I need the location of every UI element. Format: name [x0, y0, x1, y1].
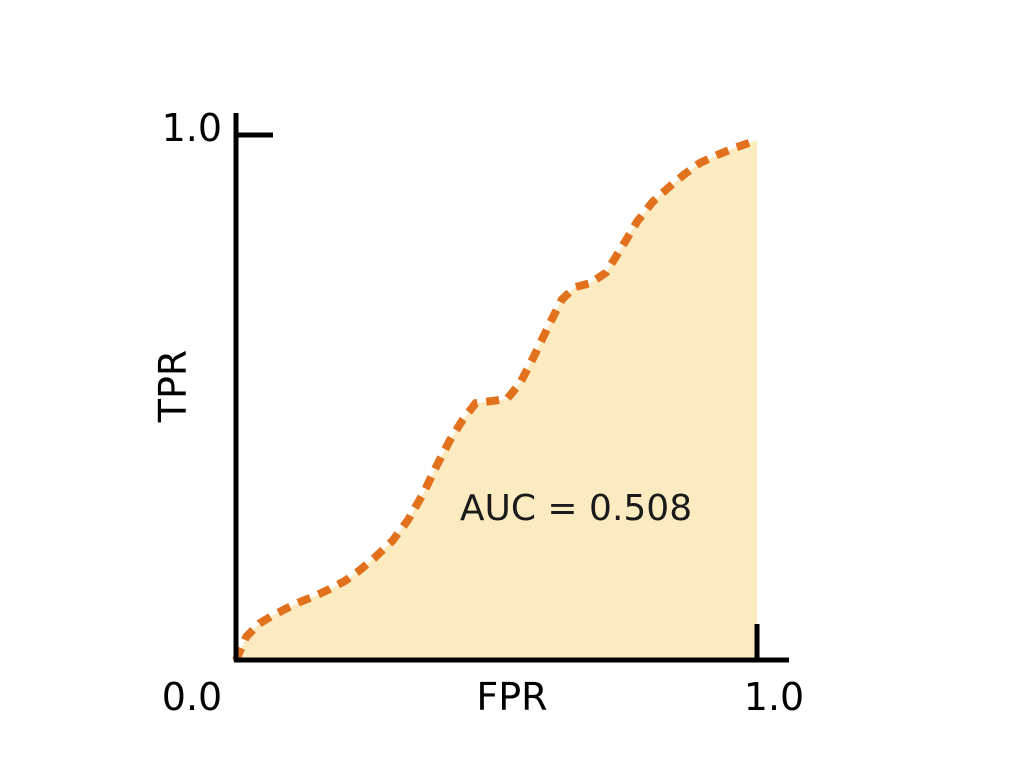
- x-axis-tick-label-left: 0.0: [162, 675, 222, 719]
- y-axis-tick-label-top: 1.0: [162, 106, 222, 150]
- x-axis-tick-label-right: 1.0: [744, 675, 804, 719]
- roc-curve-line: [232, 136, 759, 662]
- y-axis-title: TPR: [151, 350, 195, 424]
- auc-annotation-label: AUC = 0.508: [460, 488, 692, 529]
- roc-area-fill: [236, 140, 757, 661]
- x-axis-title: FPR: [476, 675, 547, 719]
